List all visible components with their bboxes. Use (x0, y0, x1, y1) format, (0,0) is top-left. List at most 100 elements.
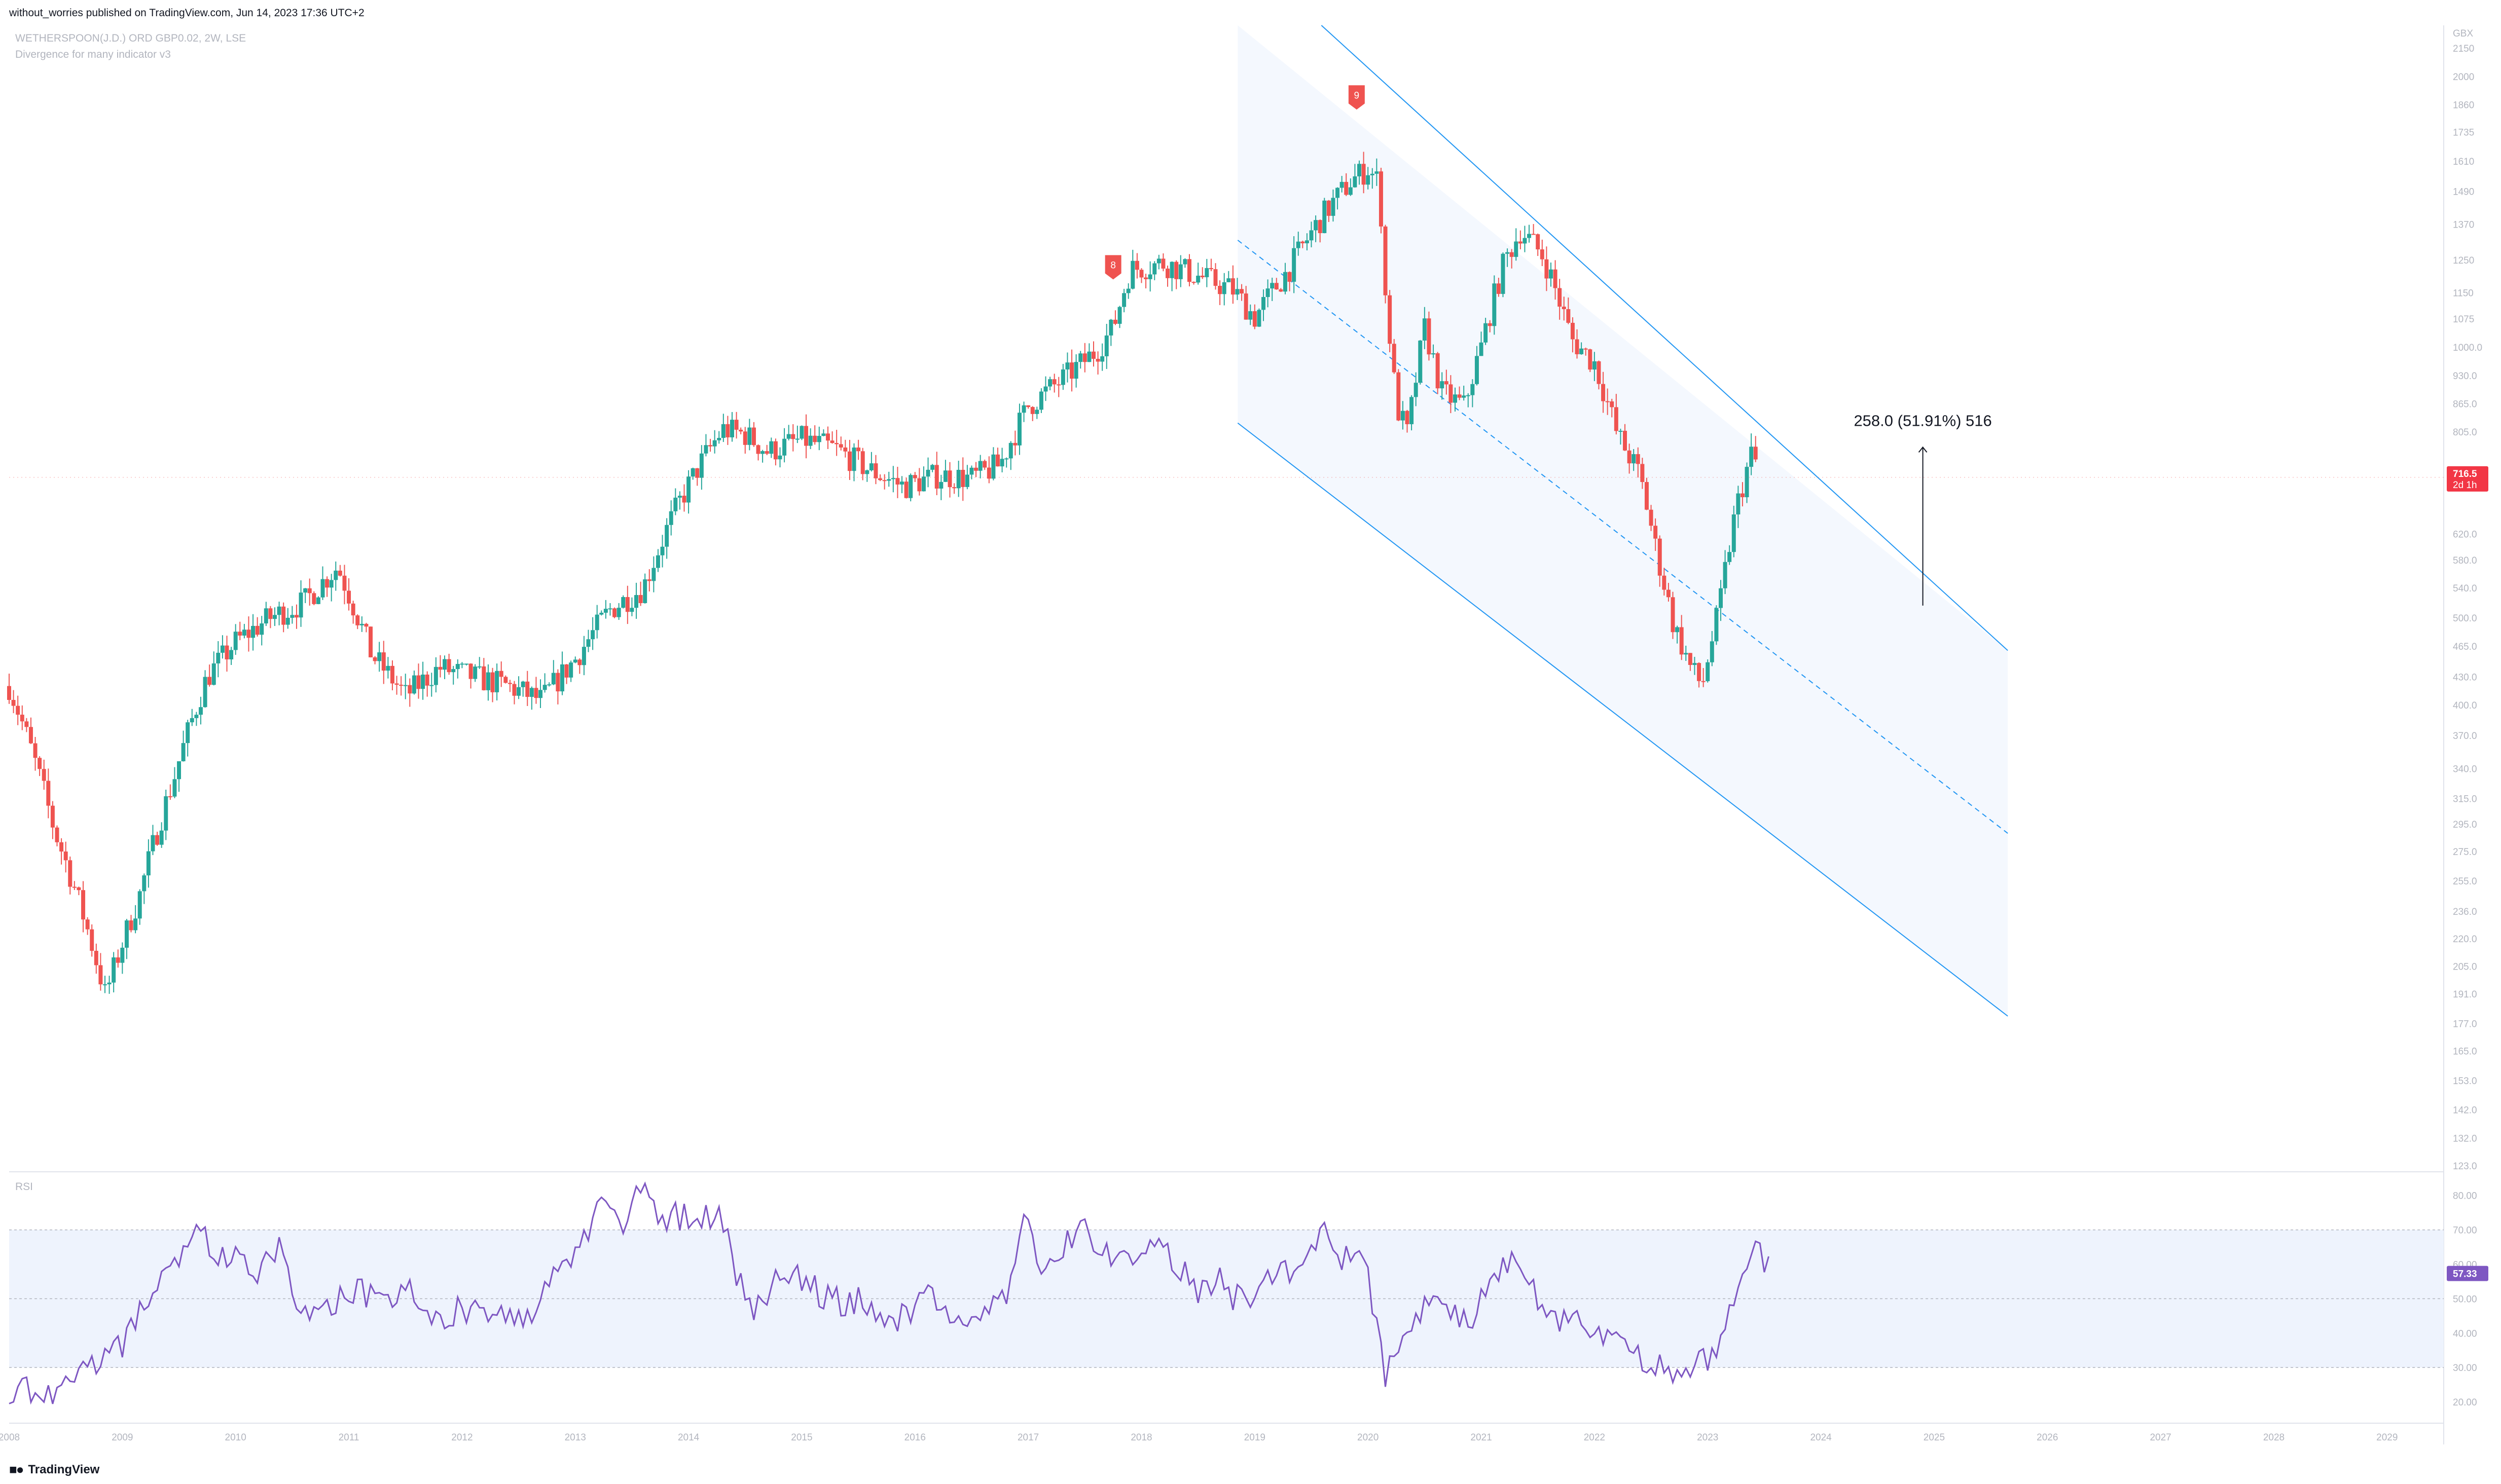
candle-body (277, 606, 281, 615)
candle-body (1618, 430, 1623, 432)
candle-body (712, 440, 717, 447)
candle-body (1314, 220, 1318, 231)
time-axis-tick: 2018 (1131, 1432, 1152, 1443)
candle-body (708, 445, 713, 447)
candle-body (1657, 538, 1662, 576)
price-axis-tick: 580.0 (2453, 555, 2477, 566)
candle-body (443, 659, 447, 670)
candle-body (425, 674, 429, 686)
candle-body (351, 603, 355, 616)
candle-body (1592, 361, 1597, 370)
tradingview-logo[interactable]: ■● TradingView (9, 1462, 99, 1477)
candle-body (987, 467, 991, 479)
candle-body (207, 677, 212, 685)
candle-body (591, 630, 595, 640)
price-range-measure[interactable]: 258.0 (51.91%) 516 (1854, 412, 1992, 606)
candle-body (900, 481, 904, 485)
symbol-legend[interactable]: WETHERSPOON(J.D.) ORD GBP0.02, 2W, LSE (15, 32, 246, 44)
candle-body (1688, 653, 1692, 665)
candle-body (1662, 575, 1666, 590)
candle-body (582, 647, 586, 665)
candle-body (730, 420, 734, 437)
candle-body (342, 575, 347, 591)
candle-body (608, 608, 612, 610)
candle-body (948, 470, 952, 488)
candle-body (665, 525, 669, 547)
candle-body (473, 666, 478, 679)
price-axis-tick: 865.0 (2453, 399, 2477, 410)
candle-body (1553, 269, 1557, 288)
candle-body (865, 470, 869, 474)
candle-body (1292, 248, 1296, 282)
indicator-legend[interactable]: Divergence for many indicator v3 (15, 49, 171, 60)
candle-body (852, 447, 856, 471)
candle-body (1187, 259, 1191, 282)
candle-body (381, 652, 386, 671)
candle-body (934, 465, 939, 489)
candle-body (1448, 384, 1453, 403)
candle-body (1161, 258, 1166, 269)
candle-body (869, 463, 874, 470)
price-axis-tick: 275.0 (2453, 847, 2477, 858)
candle-body (1170, 262, 1174, 278)
candle-body (294, 615, 299, 618)
candle-body (1300, 241, 1305, 243)
candle-body (1714, 608, 1719, 642)
candle-body (81, 890, 86, 920)
price-axis-tick: 142.0 (2453, 1105, 2477, 1116)
rsi-axis-tick: 30.00 (2453, 1363, 2477, 1374)
candle-body (1043, 386, 1048, 392)
candle-body (569, 662, 573, 678)
rsi-legend[interactable]: RSI (15, 1181, 33, 1193)
price-axis-tick: 1490 (2453, 187, 2474, 198)
candle-body (1109, 319, 1113, 336)
rsi-axis-tick: 40.00 (2453, 1328, 2477, 1339)
time-axis[interactable]: 2008 2009 2010 2011 2012 2013 2014 2015 2016 2017… (0, 1432, 2398, 1443)
candle-body (691, 468, 695, 477)
candle-body (190, 718, 194, 723)
candle-body (1004, 458, 1009, 460)
candle-body (394, 683, 399, 685)
price-axis-tick: 930.0 (2453, 371, 2477, 382)
rsi-axis-tick: 20.00 (2453, 1397, 2477, 1408)
candle-body (1679, 627, 1684, 655)
candle-body (913, 475, 917, 478)
candle-body (50, 805, 55, 828)
candle-body (416, 675, 421, 689)
candle-body (1745, 467, 1749, 497)
candle-body (1205, 268, 1209, 277)
candle-body (1505, 252, 1510, 254)
candle-body (969, 467, 974, 475)
candle-body (1287, 272, 1292, 282)
price-axis-tick: 132.0 (2453, 1134, 2477, 1144)
price-axis-tick: 191.0 (2453, 989, 2477, 1000)
candle-body (1353, 176, 1357, 188)
candle-body (1126, 288, 1131, 293)
candle-body (1091, 351, 1096, 359)
candle-body (825, 433, 830, 441)
price-axis[interactable]: 2150 2000 1860 1735 1610 1490 1370 1250 1150 1075… (2453, 28, 2482, 1172)
candle-body (909, 475, 913, 498)
candle-body (804, 426, 809, 446)
candle-body (978, 461, 983, 471)
candle-body (1213, 269, 1218, 286)
candle-body (482, 666, 486, 690)
candle-body (490, 672, 495, 692)
candle-body (1366, 175, 1370, 185)
candle-body (290, 615, 295, 618)
time-axis-tick: 2013 (565, 1432, 586, 1443)
signal-marker-label: 8 (1110, 260, 1116, 271)
price-axis-tick: 465.0 (2453, 642, 2477, 652)
candle-body (638, 595, 643, 603)
time-axis-tick: 2021 (1470, 1432, 1492, 1443)
candle-body (11, 699, 16, 706)
candle-body (1156, 258, 1161, 264)
candle-body (817, 436, 821, 442)
candle-body (338, 570, 342, 576)
rsi-pane (9, 1181, 2444, 1405)
parallel-channel[interactable] (1237, 25, 2008, 1017)
candle-body (251, 625, 256, 638)
candle-body (142, 875, 147, 892)
